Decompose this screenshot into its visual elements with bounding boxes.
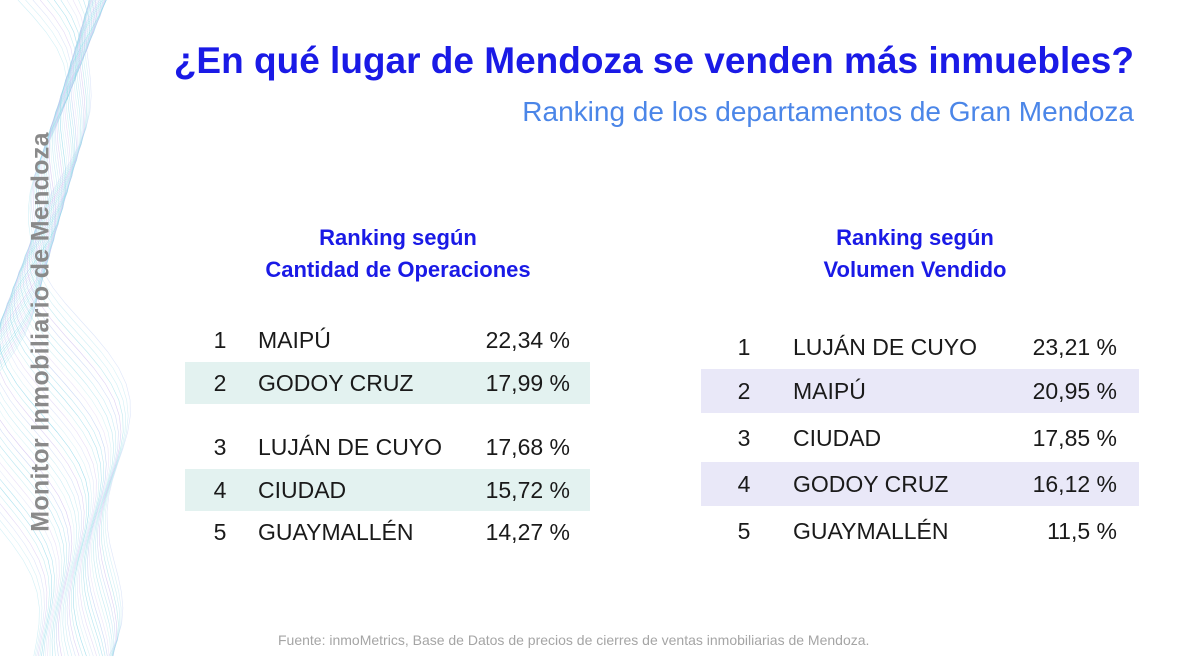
decorative-wave-line xyxy=(0,0,99,657)
decorative-wave-line xyxy=(35,0,131,657)
table-row: 4 GODOY CRUZ 16,12 % xyxy=(701,462,1139,506)
decorative-wave-line xyxy=(0,0,79,657)
percentage-value: 17,85 % xyxy=(1032,424,1117,451)
department-name: GODOY CRUZ xyxy=(258,369,414,396)
percentage-value: 11,5 % xyxy=(1047,517,1117,544)
rank-number: 3 xyxy=(737,424,751,451)
decorative-wave-line xyxy=(4,0,106,657)
rank-number: 2 xyxy=(213,369,227,396)
side-label: Monitor Inmobiliario de Mendoza xyxy=(26,132,55,532)
table-row: 3 LUJÁN DE CUYO 17,68 % xyxy=(185,426,590,468)
department-name: MAIPÚ xyxy=(793,377,866,404)
rank-number: 3 xyxy=(213,433,227,460)
department-name: GODOY CRUZ xyxy=(793,470,949,497)
rank-number: 1 xyxy=(737,333,751,360)
decorative-wave-line xyxy=(0,0,75,657)
table-row: 4 CIUDAD 15,72 % xyxy=(185,469,590,511)
percentage-value: 17,99 % xyxy=(485,369,570,396)
rank-number: 5 xyxy=(737,517,751,544)
decorative-wave-line xyxy=(17,0,112,657)
decorative-wave-line xyxy=(0,0,107,657)
decorative-wave-line xyxy=(30,0,127,657)
decorative-wave-line xyxy=(0,0,102,657)
department-name: GUAYMALLÉN xyxy=(793,517,949,544)
decorative-wave-line xyxy=(0,0,104,657)
rank-number: 2 xyxy=(737,377,751,404)
table-row: 1 MAIPÚ 22,34 % xyxy=(185,319,590,361)
department-name: CIUDAD xyxy=(258,476,347,503)
decorative-wave-line xyxy=(7,0,105,657)
decorative-wave-line xyxy=(22,0,117,657)
percentage-value: 23,21 % xyxy=(1032,333,1117,360)
decorative-wave-line xyxy=(11,0,106,657)
percentage-value: 20,95 % xyxy=(1032,377,1117,404)
table-row: 2 MAIPÚ 20,95 % xyxy=(701,369,1139,413)
table-row: 5 GUAYMALLÉN 14,27 % xyxy=(185,511,590,553)
left-ranking-table: 1 MAIPÚ 22,34 % 2 GODOY CRUZ 17,99 % 3 L… xyxy=(185,0,590,664)
decorative-wave-lines xyxy=(0,0,131,657)
right-heading-line1: Ranking según xyxy=(836,225,994,250)
decorative-wave-line xyxy=(0,0,107,657)
department-name: GUAYMALLÉN xyxy=(258,518,414,545)
left-table-heading: Ranking según Cantidad de Operaciones xyxy=(198,222,598,286)
decorative-wave-line xyxy=(0,0,105,657)
decorative-wave-line xyxy=(26,0,122,657)
decorative-wave-line xyxy=(20,0,115,656)
decorative-wave-line xyxy=(13,0,108,657)
table-row: 5 GUAYMALLÉN 11,5 % xyxy=(701,509,1139,553)
left-heading-line2: Cantidad de Operaciones xyxy=(265,257,531,282)
decorative-wave-line xyxy=(9,0,103,657)
decorative-wave-line xyxy=(28,0,124,657)
right-ranking-table: 1 LUJÁN DE CUYO 23,21 % 2 MAIPÚ 20,95 % … xyxy=(701,0,1139,664)
rank-number: 1 xyxy=(213,326,227,353)
department-name: LUJÁN DE CUYO xyxy=(793,333,978,360)
percentage-value: 17,68 % xyxy=(485,433,570,460)
percentage-value: 14,27 % xyxy=(485,518,570,545)
right-heading-line2: Volumen Vendido xyxy=(823,257,1007,282)
table-row: 2 GODOY CRUZ 17,99 % xyxy=(185,362,590,404)
percentage-value: 15,72 % xyxy=(485,476,570,503)
rank-number: 4 xyxy=(737,470,751,497)
decorative-wave-line xyxy=(24,0,119,657)
department-name: MAIPÚ xyxy=(258,326,331,353)
decorative-wave-line xyxy=(0,0,97,657)
source-footnote: Fuente: inmoMetrics, Base de Datos de pr… xyxy=(278,632,870,648)
percentage-value: 22,34 % xyxy=(485,326,570,353)
right-table-heading: Ranking según Volumen Vendido xyxy=(715,222,1115,286)
department-name: LUJÁN DE CUYO xyxy=(258,433,443,460)
decorative-wave-line xyxy=(0,0,107,657)
rank-number: 4 xyxy=(213,476,227,503)
left-heading-line1: Ranking según xyxy=(319,225,477,250)
table-row: 3 CIUDAD 17,85 % xyxy=(701,416,1139,460)
page-subtitle: Ranking de los departamentos de Gran Men… xyxy=(522,96,1134,127)
decorative-wave-line xyxy=(33,0,129,657)
decorative-wave-line xyxy=(3,0,106,657)
percentage-value: 16,12 % xyxy=(1032,470,1117,497)
table-row: 1 LUJÁN DE CUYO 23,21 % xyxy=(701,325,1139,369)
decorative-wave-line xyxy=(15,0,110,657)
rank-number: 5 xyxy=(213,518,227,545)
department-name: CIUDAD xyxy=(793,424,882,451)
decorative-wave-line xyxy=(0,0,106,657)
page-title: ¿En qué lugar de Mendoza se venden más i… xyxy=(173,40,1134,81)
